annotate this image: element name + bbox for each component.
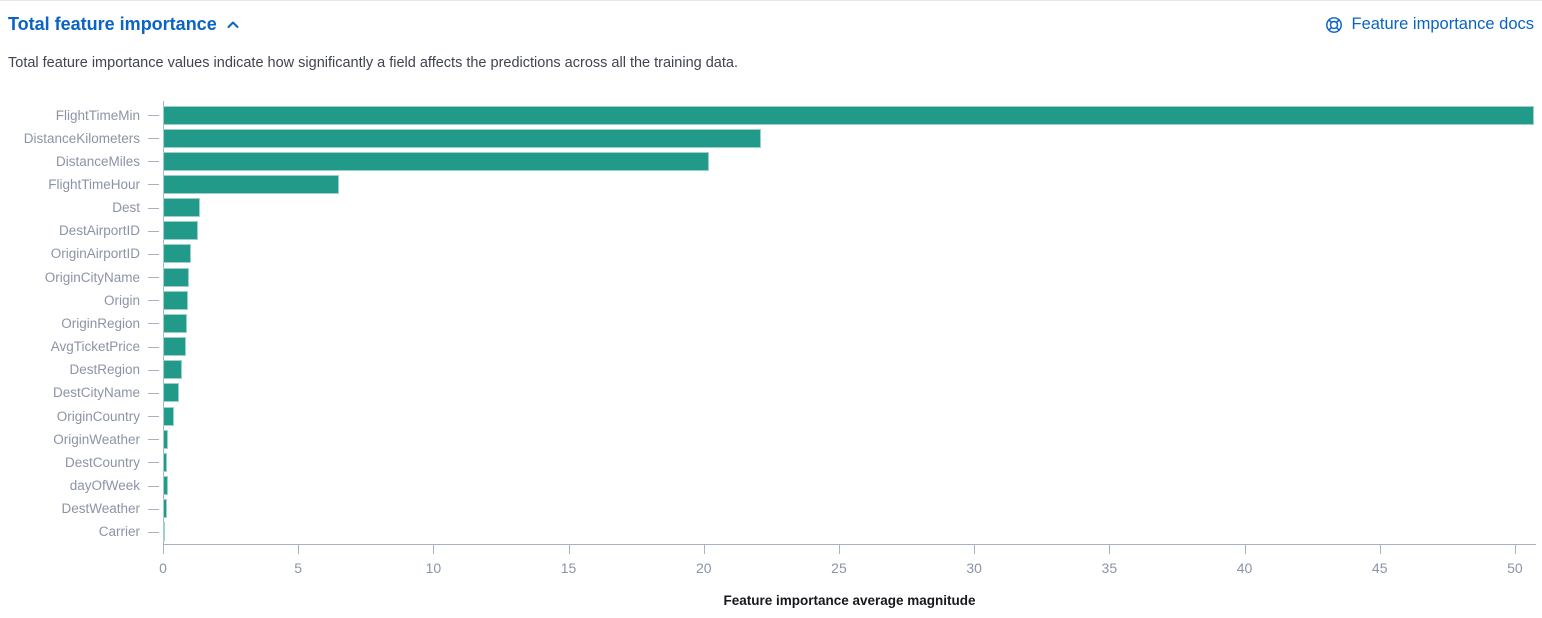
y-axis-tick bbox=[148, 161, 159, 163]
bar[interactable] bbox=[163, 406, 174, 426]
y-axis-tick bbox=[148, 207, 159, 209]
y-axis-label: DestCountry bbox=[64, 454, 140, 470]
bar[interactable] bbox=[163, 476, 168, 496]
y-axis-label: OriginRegion bbox=[61, 315, 140, 331]
bar[interactable] bbox=[163, 221, 199, 241]
panel-header: Total feature importance Feature importa… bbox=[8, 14, 1534, 35]
y-axis-tick bbox=[148, 346, 159, 348]
x-axis-tick bbox=[1379, 544, 1381, 554]
y-axis-label: DestWeather bbox=[61, 501, 140, 517]
x-axis-tick-label: 45 bbox=[1371, 560, 1388, 576]
x-axis-title: Feature importance average magnitude bbox=[723, 593, 976, 608]
x-axis-tick-label: 50 bbox=[1507, 560, 1523, 576]
bar[interactable] bbox=[163, 174, 339, 194]
total-feature-importance-toggle[interactable]: Total feature importance bbox=[8, 14, 241, 35]
y-axis-label: dayOfWeek bbox=[69, 478, 140, 494]
bar[interactable] bbox=[163, 244, 192, 264]
bar[interactable] bbox=[163, 151, 710, 171]
x-axis-tick-label: 10 bbox=[425, 560, 442, 576]
y-axis-label: FlightTimeHour bbox=[48, 176, 140, 192]
y-axis-tick bbox=[148, 485, 159, 487]
y-axis-tick bbox=[148, 462, 159, 464]
bar[interactable] bbox=[163, 337, 186, 357]
y-axis-label: DestRegion bbox=[69, 362, 140, 378]
y-axis-tick bbox=[148, 392, 159, 394]
bar[interactable] bbox=[163, 267, 189, 287]
x-axis-tick bbox=[1244, 544, 1246, 554]
y-axis-label: Origin bbox=[103, 292, 140, 308]
bar[interactable] bbox=[163, 429, 169, 449]
x-axis-tick bbox=[163, 544, 164, 554]
y-axis-label: DistanceKilometers bbox=[23, 130, 140, 146]
x-axis-tick-label: 25 bbox=[831, 560, 847, 576]
x-axis-tick-label: 20 bbox=[695, 560, 712, 576]
y-axis-label: Dest bbox=[112, 200, 140, 216]
x-axis-tick bbox=[433, 544, 435, 554]
y-axis-tick bbox=[148, 508, 159, 510]
x-axis-tick bbox=[568, 544, 570, 554]
y-axis-tick bbox=[148, 138, 159, 140]
bar[interactable] bbox=[163, 452, 168, 472]
x-axis-tick bbox=[703, 544, 705, 554]
y-axis-label: Carrier bbox=[98, 524, 140, 540]
docs-link-label: Feature importance docs bbox=[1351, 15, 1534, 33]
y-axis-tick bbox=[148, 439, 159, 441]
x-axis-tick-label: 0 bbox=[159, 560, 167, 576]
y-axis-label: OriginCityName bbox=[44, 269, 140, 285]
bar[interactable] bbox=[163, 128, 761, 148]
x-axis-tick bbox=[838, 544, 840, 554]
x-axis-tick-label: 15 bbox=[560, 560, 577, 576]
x-axis-line bbox=[163, 544, 1536, 545]
bar[interactable] bbox=[163, 499, 168, 519]
section-description: Total feature importance values indicate… bbox=[8, 55, 738, 71]
y-axis-tick bbox=[148, 277, 159, 279]
x-axis-tick-label: 35 bbox=[1101, 560, 1118, 576]
y-axis-tick bbox=[148, 230, 159, 232]
y-axis-label: FlightTimeMin bbox=[55, 107, 140, 123]
bar[interactable] bbox=[163, 105, 1534, 125]
bar[interactable] bbox=[163, 360, 182, 380]
x-axis-tick-label: 40 bbox=[1236, 560, 1253, 576]
x-axis-tick bbox=[1109, 544, 1111, 554]
y-axis-label: DestAirportID bbox=[58, 223, 140, 239]
y-axis-label: DistanceMiles bbox=[55, 153, 140, 169]
x-axis-tick bbox=[1514, 544, 1516, 554]
bar[interactable] bbox=[163, 522, 166, 542]
y-axis-label: AvgTicketPrice bbox=[50, 339, 140, 355]
y-axis-tick bbox=[148, 300, 159, 302]
x-axis-tick bbox=[298, 544, 300, 554]
x-axis-tick bbox=[974, 544, 976, 554]
x-axis-tick-label: 30 bbox=[966, 560, 982, 576]
y-axis-label: OriginCountry bbox=[56, 408, 140, 424]
feature-importance-docs-link[interactable]: Feature importance docs bbox=[1325, 15, 1534, 34]
y-axis-tick bbox=[148, 184, 159, 186]
y-axis-label: OriginAirportID bbox=[50, 246, 140, 262]
y-axis-tick bbox=[148, 531, 159, 533]
section-title: Total feature importance bbox=[8, 14, 217, 34]
y-axis-label: DestCityName bbox=[52, 385, 140, 401]
bar[interactable] bbox=[163, 383, 180, 403]
y-axis-tick bbox=[148, 253, 159, 255]
x-axis-tick-label: 5 bbox=[294, 560, 303, 576]
bar[interactable] bbox=[163, 290, 189, 310]
bar[interactable] bbox=[163, 313, 188, 333]
help-lifering-icon bbox=[1325, 16, 1343, 34]
y-axis-tick bbox=[148, 323, 159, 325]
y-axis-tick bbox=[148, 115, 159, 116]
y-axis-tick bbox=[148, 369, 159, 371]
chevron-up-icon[interactable] bbox=[225, 17, 241, 33]
y-axis-label: OriginWeather bbox=[53, 431, 140, 447]
bar[interactable] bbox=[163, 198, 200, 218]
y-axis-tick bbox=[148, 416, 159, 418]
